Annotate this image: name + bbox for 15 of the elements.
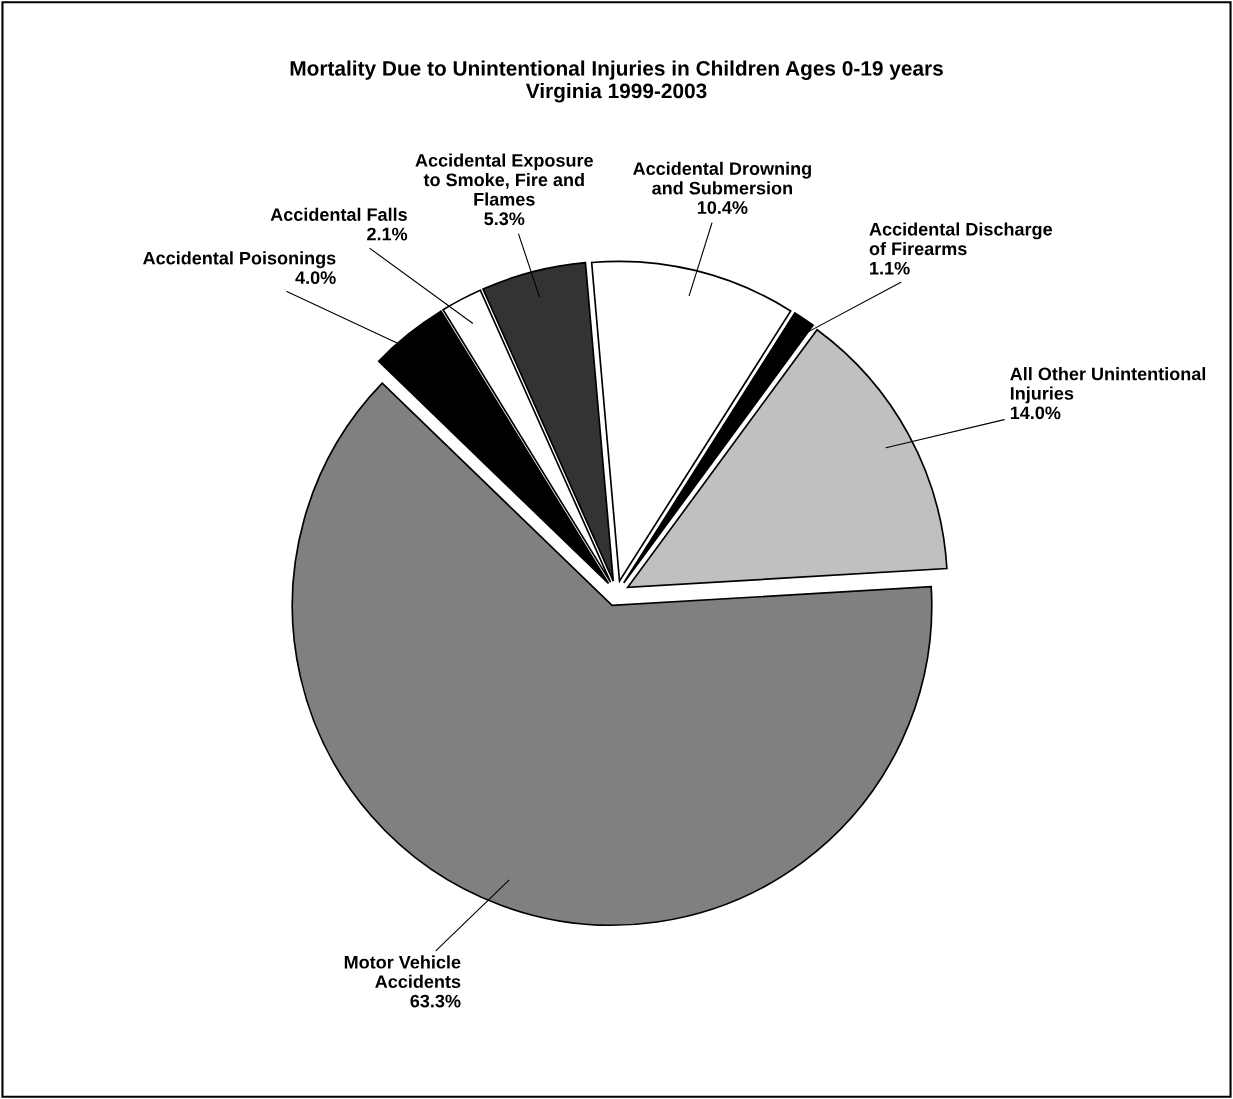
slice-label: Accidental Exposure to Smoke, Fire and Flames [415,153,593,206]
slice-label: All Other Unintentional Injuries [1010,367,1206,404]
data-label: 14.0% [1010,406,1061,420]
data-label: 63.3% [410,994,461,1008]
chart-title: Mortality Due to Unintentional Injuries in Children Ages 0-19 years Virginia 1999-2003 [290,60,943,103]
slice-label: Accidental Falls [270,207,407,221]
data-label: 5.3% [484,212,525,226]
slice-label: Accidental Discharge of Firearms [869,222,1053,256]
data-label: 4.0% [295,271,336,285]
slice-label: Motor Vehicle Accidents [344,955,461,989]
slice-label: Accidental Drowning and Submersion [633,161,811,195]
data-label: 10.4% [697,201,748,214]
data-label: 1.1% [870,261,910,275]
slice-label: Accidental Poisonings [143,251,336,269]
data-label: 2.1% [367,227,408,241]
